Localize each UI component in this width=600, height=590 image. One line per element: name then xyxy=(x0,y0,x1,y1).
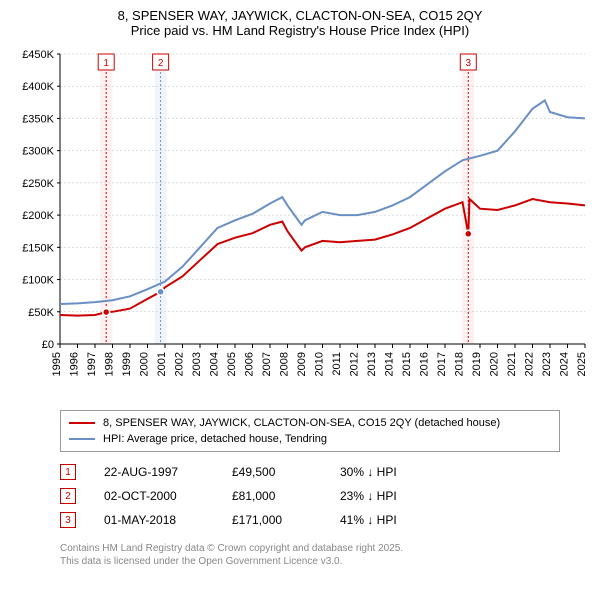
svg-text:£50K: £50K xyxy=(28,307,54,319)
marker-badge-number: 2 xyxy=(65,491,71,502)
svg-text:2021: 2021 xyxy=(506,352,518,376)
svg-text:1: 1 xyxy=(103,58,109,69)
svg-text:1998: 1998 xyxy=(104,352,116,376)
marker-badge-number: 1 xyxy=(65,467,71,478)
svg-text:2012: 2012 xyxy=(349,352,361,376)
svg-text:2025: 2025 xyxy=(576,352,588,376)
svg-text:2009: 2009 xyxy=(296,352,308,376)
marker-badge: 3 xyxy=(60,512,76,528)
legend-label: 8, SPENSER WAY, JAYWICK, CLACTON-ON-SEA,… xyxy=(103,417,500,429)
marker-price: £81,000 xyxy=(232,489,312,503)
marker-delta: 23% ↓ HPI xyxy=(340,489,440,503)
legend: 8, SPENSER WAY, JAYWICK, CLACTON-ON-SEA,… xyxy=(60,410,560,452)
svg-text:£350K: £350K xyxy=(22,113,54,125)
marker-badge: 2 xyxy=(60,488,76,504)
line-chart-svg: £0 £50K £100K £150K £200K £250K £300K £350K £400… xyxy=(10,44,590,404)
svg-text:2004: 2004 xyxy=(209,352,221,376)
svg-text:2015: 2015 xyxy=(401,352,413,376)
marker-row: 3 01-MAY-2018 £171,000 41% ↓ HPI xyxy=(60,508,590,532)
svg-text:2003: 2003 xyxy=(191,352,203,376)
svg-text:£150K: £150K xyxy=(22,242,54,254)
svg-text:£250K: £250K xyxy=(22,178,54,190)
marker-date: 01-MAY-2018 xyxy=(104,513,204,527)
svg-text:2013: 2013 xyxy=(366,352,378,376)
svg-text:2023: 2023 xyxy=(541,352,553,376)
svg-text:£100K: £100K xyxy=(22,275,54,287)
svg-text:2005: 2005 xyxy=(226,352,238,376)
footer-note: Contains HM Land Registry data © Crown c… xyxy=(60,542,590,568)
marker-row: 2 02-OCT-2000 £81,000 23% ↓ HPI xyxy=(60,484,590,508)
svg-text:2020: 2020 xyxy=(489,352,501,376)
title-line-2: Price paid vs. HM Land Registry's House … xyxy=(10,23,590,38)
svg-text:2022: 2022 xyxy=(524,352,536,376)
marker-badge-number: 3 xyxy=(65,515,71,526)
footer-line-2: This data is licensed under the Open Gov… xyxy=(60,555,590,568)
svg-text:1999: 1999 xyxy=(121,352,133,376)
marker-date: 22-AUG-1997 xyxy=(104,465,204,479)
chart-container: 8, SPENSER WAY, JAYWICK, CLACTON-ON-SEA,… xyxy=(0,0,600,576)
svg-text:2008: 2008 xyxy=(279,352,291,376)
footer-line-1: Contains HM Land Registry data © Crown c… xyxy=(60,542,590,555)
marker-badge: 1 xyxy=(60,464,76,480)
legend-item: HPI: Average price, detached house, Tend… xyxy=(69,431,551,447)
markers-table: 1 22-AUG-1997 £49,500 30% ↓ HPI 2 02-OCT… xyxy=(60,460,590,532)
svg-text:2018: 2018 xyxy=(454,352,466,376)
svg-text:£200K: £200K xyxy=(22,210,54,222)
svg-text:1995: 1995 xyxy=(51,352,63,376)
svg-text:2: 2 xyxy=(158,58,164,69)
chart-area: £0 £50K £100K £150K £200K £250K £300K £350K £400… xyxy=(10,44,590,404)
svg-text:3: 3 xyxy=(465,58,471,69)
svg-text:£400K: £400K xyxy=(22,81,54,93)
svg-text:2016: 2016 xyxy=(419,352,431,376)
svg-text:2010: 2010 xyxy=(314,352,326,376)
marker-date: 02-OCT-2000 xyxy=(104,489,204,503)
title-line-1: 8, SPENSER WAY, JAYWICK, CLACTON-ON-SEA,… xyxy=(10,8,590,23)
svg-text:2019: 2019 xyxy=(471,352,483,376)
svg-text:2001: 2001 xyxy=(156,352,168,376)
svg-text:2006: 2006 xyxy=(244,352,256,376)
marker-price: £49,500 xyxy=(232,465,312,479)
legend-swatch xyxy=(69,422,95,424)
svg-text:1996: 1996 xyxy=(69,352,81,376)
marker-delta: 41% ↓ HPI xyxy=(340,513,440,527)
svg-text:1997: 1997 xyxy=(86,352,98,376)
svg-text:2017: 2017 xyxy=(436,352,448,376)
legend-swatch xyxy=(69,438,95,440)
marker-row: 1 22-AUG-1997 £49,500 30% ↓ HPI xyxy=(60,460,590,484)
legend-item: 8, SPENSER WAY, JAYWICK, CLACTON-ON-SEA,… xyxy=(69,415,551,431)
svg-text:2024: 2024 xyxy=(559,352,571,376)
marker-price: £171,000 xyxy=(232,513,312,527)
svg-text:2000: 2000 xyxy=(139,352,151,376)
svg-text:2002: 2002 xyxy=(174,352,186,376)
title-block: 8, SPENSER WAY, JAYWICK, CLACTON-ON-SEA,… xyxy=(10,8,590,38)
svg-text:£300K: £300K xyxy=(22,146,54,158)
marker-delta: 30% ↓ HPI xyxy=(340,465,440,479)
svg-text:2011: 2011 xyxy=(331,352,343,376)
svg-text:2007: 2007 xyxy=(261,352,273,376)
svg-text:£450K: £450K xyxy=(22,49,54,61)
legend-label: HPI: Average price, detached house, Tend… xyxy=(103,433,327,445)
svg-text:£0: £0 xyxy=(42,339,54,351)
svg-text:2014: 2014 xyxy=(384,352,396,376)
